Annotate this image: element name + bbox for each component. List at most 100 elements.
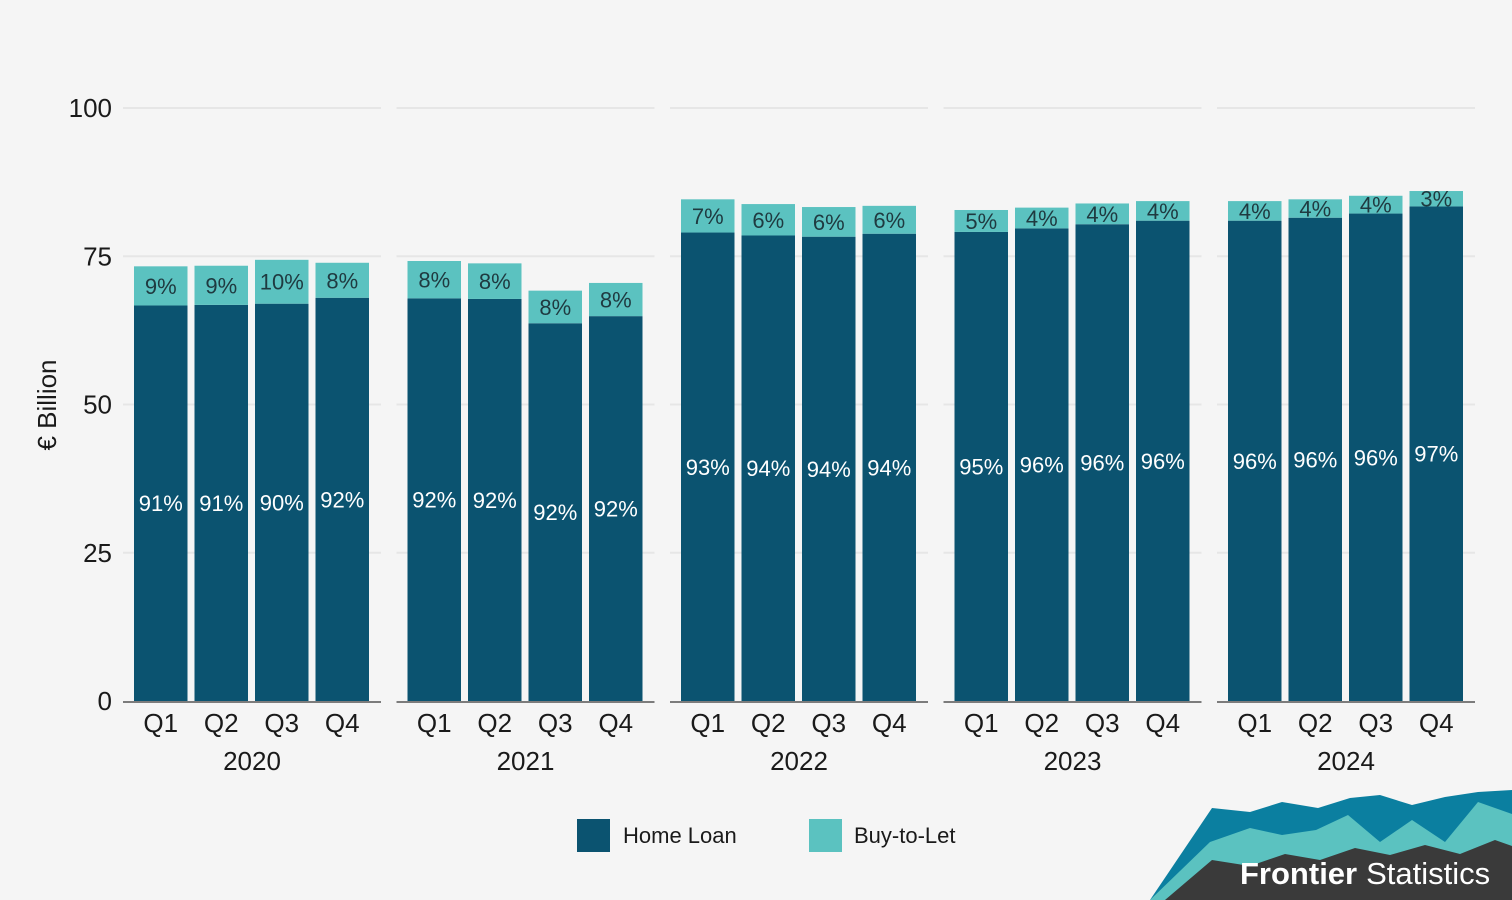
x-tick-label-quarter: Q1 xyxy=(964,708,999,738)
bar-buy-to-let xyxy=(315,262,369,298)
data-label-home-loan: 94% xyxy=(746,456,790,481)
bar-buy-to-let xyxy=(1228,201,1282,221)
data-label-home-loan: 96% xyxy=(1233,449,1277,474)
x-tick-label-quarter: Q3 xyxy=(1358,708,1393,738)
bar-buy-to-let xyxy=(862,205,916,234)
frontier-statistics-logo: Frontier Statistics xyxy=(1150,790,1512,900)
x-group-label-year: 2020 xyxy=(223,746,281,776)
data-label-buy-to-let: 6% xyxy=(752,208,784,233)
bars: 91% 9% 91% 9% 90% 10% 92% 8% 92% 8% 92% 8% 92% 8% 92% 8… xyxy=(134,187,1463,702)
x-tick-label-quarter: Q1 xyxy=(690,708,725,738)
data-label-buy-to-let: 4% xyxy=(1360,193,1392,218)
bar-home-loan xyxy=(1075,224,1129,701)
logo-text-bold: Frontier xyxy=(1240,856,1357,891)
bar-home-loan xyxy=(468,298,522,701)
x-group-label-year: 2023 xyxy=(1044,746,1102,776)
data-label-buy-to-let: 8% xyxy=(326,268,358,293)
x-tick-label-quarter: Q4 xyxy=(872,708,907,738)
legend-swatch-buy-to-let xyxy=(809,819,842,852)
data-label-home-loan: 96% xyxy=(1080,451,1124,476)
bar-home-loan xyxy=(1136,220,1190,702)
bar-buy-to-let xyxy=(1136,201,1190,221)
bar-home-loan xyxy=(1228,220,1282,702)
data-label-buy-to-let: 8% xyxy=(600,288,632,313)
x-tick-label-quarter: Q2 xyxy=(751,708,786,738)
y-tick-label: 50 xyxy=(83,390,112,420)
legend-label-buy-to-let: Buy-to-Let xyxy=(854,823,956,848)
bar-buy-to-let xyxy=(1349,195,1403,214)
x-group-label-year: 2022 xyxy=(770,746,828,776)
data-label-home-loan: 97% xyxy=(1414,442,1458,467)
bar-buy-to-let xyxy=(741,204,795,236)
data-label-buy-to-let: 10% xyxy=(260,270,304,295)
bar-home-loan xyxy=(315,297,369,701)
bar-home-loan xyxy=(407,298,461,701)
bar-home-loan xyxy=(862,233,916,701)
data-label-buy-to-let: 4% xyxy=(1239,199,1271,224)
data-label-buy-to-let: 9% xyxy=(145,274,177,299)
bar-home-loan xyxy=(954,231,1008,701)
bar-home-loan xyxy=(741,235,795,701)
data-label-home-loan: 96% xyxy=(1293,447,1337,472)
bar-buy-to-let xyxy=(954,209,1008,232)
data-label-home-loan: 91% xyxy=(139,491,183,516)
data-label-home-loan: 93% xyxy=(686,455,730,480)
data-label-buy-to-let: 4% xyxy=(1147,199,1179,224)
x-tick-label-quarter: Q4 xyxy=(1419,708,1454,738)
x-tick-label-quarter: Q3 xyxy=(538,708,573,738)
data-label-home-loan: 95% xyxy=(959,454,1003,479)
data-label-home-loan: 92% xyxy=(594,497,638,522)
x-tick-label-quarter: Q2 xyxy=(1024,708,1059,738)
data-label-buy-to-let: 4% xyxy=(1026,206,1058,231)
data-label-home-loan: 92% xyxy=(320,487,364,512)
data-label-home-loan: 92% xyxy=(473,488,517,513)
logo-text-regular: Statistics xyxy=(1366,856,1490,891)
data-label-buy-to-let: 9% xyxy=(205,273,237,298)
y-axis-title: € Billion xyxy=(32,359,62,450)
data-label-buy-to-let: 4% xyxy=(1299,197,1331,222)
bar-buy-to-let xyxy=(1075,203,1129,225)
data-label-buy-to-let: 7% xyxy=(692,204,724,229)
legend-swatch-home-loan xyxy=(577,819,610,852)
bar-home-loan xyxy=(802,236,856,701)
data-label-home-loan: 92% xyxy=(412,488,456,513)
data-label-home-loan: 96% xyxy=(1354,445,1398,470)
bar-home-loan xyxy=(681,232,735,701)
bar-buy-to-let xyxy=(255,259,309,304)
logo-mountain-front xyxy=(1165,840,1512,900)
x-tick-label-quarter: Q4 xyxy=(598,708,633,738)
bar-buy-to-let xyxy=(134,266,188,306)
bar-buy-to-let xyxy=(802,207,856,237)
logo-text: Frontier Statistics xyxy=(1240,856,1490,891)
x-group-label-year: 2021 xyxy=(497,746,555,776)
x-tick-label-quarter: Q3 xyxy=(811,708,846,738)
bar-buy-to-let xyxy=(407,260,461,299)
x-tick-label-quarter: Q1 xyxy=(1237,708,1272,738)
bar-home-loan xyxy=(1349,213,1403,701)
data-label-home-loan: 94% xyxy=(867,455,911,480)
x-tick-label-quarter: Q2 xyxy=(477,708,512,738)
legend: Home Loan Buy-to-Let xyxy=(577,819,956,852)
data-label-home-loan: 90% xyxy=(260,490,304,515)
bar-home-loan xyxy=(255,303,309,701)
bar-home-loan xyxy=(194,304,248,701)
data-label-home-loan: 92% xyxy=(533,500,577,525)
x-tick-label-quarter: Q4 xyxy=(1145,708,1180,738)
data-label-buy-to-let: 4% xyxy=(1086,202,1118,227)
data-label-home-loan: 96% xyxy=(1141,449,1185,474)
x-tick-label-quarter: Q3 xyxy=(264,708,299,738)
bar-home-loan xyxy=(589,316,643,701)
data-label-home-loan: 91% xyxy=(199,491,243,516)
data-label-buy-to-let: 8% xyxy=(539,295,571,320)
legend-label-home-loan: Home Loan xyxy=(623,823,737,848)
x-tick-label-quarter: Q1 xyxy=(417,708,452,738)
y-axis-ticks: 0 25 50 75 100 xyxy=(69,93,112,716)
data-label-buy-to-let: 5% xyxy=(965,209,997,234)
bar-home-loan xyxy=(1015,228,1069,701)
bar-buy-to-let xyxy=(528,290,582,324)
bar-buy-to-let xyxy=(194,265,248,305)
bar-home-loan xyxy=(1409,206,1463,702)
bar-buy-to-let xyxy=(681,199,735,233)
bar-buy-to-let xyxy=(1409,191,1463,207)
